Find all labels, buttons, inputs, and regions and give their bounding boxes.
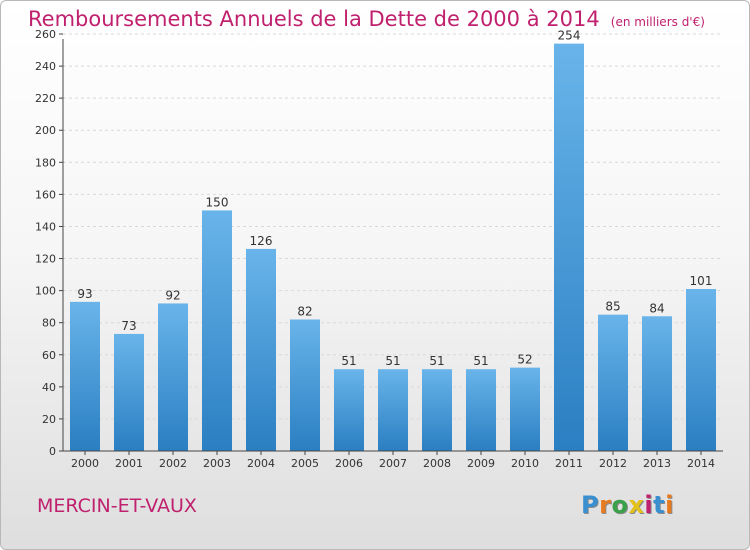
x-tick-label-2000: 2000 — [71, 457, 99, 470]
logo-letter: t — [653, 491, 666, 519]
data-label-2011: 254 — [558, 29, 581, 43]
bar-2005 — [290, 319, 320, 451]
data-label-2001: 73 — [121, 319, 136, 333]
x-tick-label-2011: 2011 — [555, 457, 583, 470]
bar-2013 — [642, 316, 672, 451]
y-tick-label: 200 — [35, 124, 56, 137]
data-label-2005: 82 — [297, 304, 312, 318]
data-label-2012: 85 — [605, 300, 620, 314]
bar-2008 — [422, 369, 452, 451]
x-tick-label-2002: 2002 — [159, 457, 187, 470]
bar-2014 — [686, 289, 716, 451]
bar-2001 — [114, 333, 144, 451]
proxiti-logo: Proxiti — [581, 491, 674, 519]
logo-letter: P — [581, 491, 600, 519]
bar-2011 — [554, 43, 584, 451]
logo-letter: x — [628, 491, 645, 519]
bars — [70, 43, 716, 451]
y-tick-label: 240 — [35, 60, 56, 73]
y-tick-label: 0 — [49, 445, 56, 458]
data-label-2007: 51 — [385, 354, 400, 368]
y-tick-label: 260 — [35, 28, 56, 41]
x-tick-label-2012: 2012 — [599, 457, 627, 470]
x-tick-label-2007: 2007 — [379, 457, 407, 470]
logo-letter: i — [665, 491, 674, 519]
data-label-2009: 51 — [473, 354, 488, 368]
chart-title: Remboursements Annuels de la Dette de 20… — [28, 7, 705, 31]
bar-2007 — [378, 369, 408, 451]
axes — [59, 33, 723, 455]
y-tick-label: 180 — [35, 156, 56, 169]
commune-name: MERCIN-ET-VAUX — [37, 495, 197, 517]
bar-2010 — [510, 367, 540, 451]
data-label-2004: 126 — [250, 234, 273, 248]
bar-2012 — [598, 314, 628, 451]
x-tick-label-2013: 2013 — [643, 457, 671, 470]
y-tick-label: 120 — [35, 253, 56, 266]
x-tick-label-2010: 2010 — [511, 457, 539, 470]
bar-2002 — [158, 303, 188, 451]
bar-2009 — [466, 369, 496, 451]
bar-2006 — [334, 369, 364, 451]
bar-2004 — [246, 248, 276, 451]
y-tick-label: 40 — [42, 381, 56, 394]
labels: 0 20 40 60 80 100 120 140 160 180 200 220 240 260 93 20… — [35, 28, 715, 470]
bar-2003 — [202, 210, 232, 451]
y-tick-label: 220 — [35, 92, 56, 105]
data-label-2013: 84 — [649, 301, 664, 315]
data-label-2008: 51 — [429, 354, 444, 368]
x-tick-label-2009: 2009 — [467, 457, 495, 470]
x-tick-label-2014: 2014 — [687, 457, 715, 470]
bar-2000 — [70, 301, 100, 451]
x-tick-label-2004: 2004 — [247, 457, 275, 470]
chart-title-unit: (en milliers d'€) — [610, 15, 705, 29]
data-label-2002: 92 — [165, 288, 180, 302]
data-label-2010: 52 — [517, 353, 532, 367]
y-tick-label: 20 — [42, 413, 56, 426]
logo-letter: i — [644, 491, 654, 519]
y-tick-label: 100 — [35, 285, 56, 298]
y-tick-label: 60 — [42, 349, 56, 362]
chart-title-text: Remboursements Annuels de la Dette de 20… — [28, 7, 600, 31]
data-label-2014: 101 — [690, 274, 713, 288]
data-label-2003: 150 — [206, 195, 229, 209]
x-tick-label-2005: 2005 — [291, 457, 319, 470]
data-label-2000: 93 — [77, 287, 92, 301]
logo-letter: r — [599, 491, 612, 519]
y-tick-label: 80 — [42, 317, 56, 330]
x-tick-label-2006: 2006 — [335, 457, 363, 470]
x-tick-label-2008: 2008 — [423, 457, 451, 470]
x-tick-label-2001: 2001 — [115, 457, 143, 470]
x-tick-label-2003: 2003 — [203, 457, 231, 470]
logo-letter: o — [611, 491, 629, 519]
y-tick-label: 160 — [35, 188, 56, 201]
data-label-2006: 51 — [341, 354, 356, 368]
y-tick-label: 140 — [35, 220, 56, 233]
